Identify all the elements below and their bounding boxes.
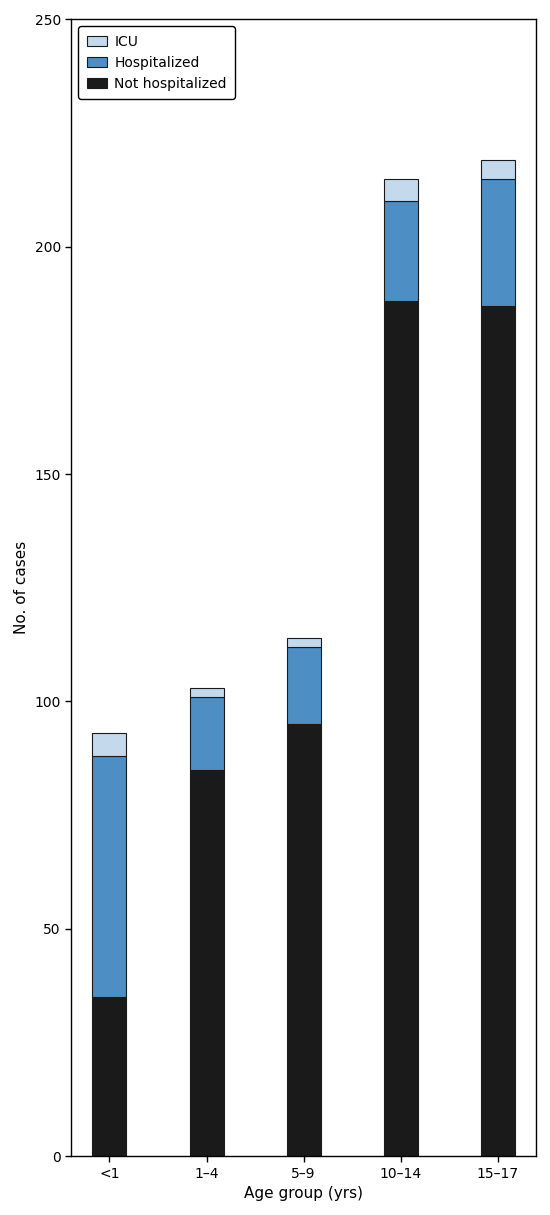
Y-axis label: No. of cases: No. of cases xyxy=(14,541,29,634)
Bar xyxy=(287,646,321,724)
Bar xyxy=(190,688,223,697)
Legend: ICU, Hospitalized, Not hospitalized: ICU, Hospitalized, Not hospitalized xyxy=(78,27,235,98)
Bar xyxy=(190,769,223,1157)
Bar xyxy=(384,202,418,301)
Bar xyxy=(287,724,321,1157)
Bar xyxy=(384,301,418,1157)
Bar xyxy=(287,638,321,646)
Bar xyxy=(190,697,223,769)
X-axis label: Age group (yrs): Age group (yrs) xyxy=(244,1186,363,1202)
Bar xyxy=(384,179,418,202)
Bar xyxy=(92,998,126,1157)
Bar xyxy=(481,179,515,306)
Bar xyxy=(92,734,126,756)
Bar xyxy=(481,160,515,179)
Bar xyxy=(92,756,126,998)
Bar xyxy=(481,306,515,1157)
